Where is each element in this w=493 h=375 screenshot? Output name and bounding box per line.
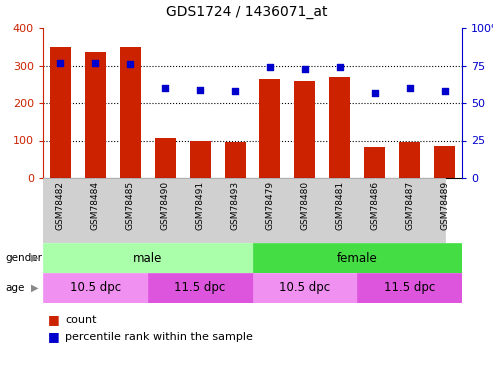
Text: ▶: ▶ <box>31 283 38 293</box>
Bar <box>252 243 462 273</box>
Point <box>406 85 414 91</box>
Point <box>126 61 134 67</box>
Text: GSM78493: GSM78493 <box>231 181 240 230</box>
Bar <box>130 178 165 243</box>
Bar <box>120 47 141 178</box>
Bar <box>155 138 176 178</box>
Bar <box>305 178 340 243</box>
Point <box>57 60 65 66</box>
Text: GSM78480: GSM78480 <box>300 181 310 230</box>
Bar <box>410 178 445 243</box>
Point <box>371 90 379 96</box>
Bar <box>259 79 281 178</box>
Bar <box>225 142 246 178</box>
Bar <box>50 47 71 178</box>
Text: GSM78482: GSM78482 <box>56 181 65 230</box>
Text: GSM78491: GSM78491 <box>196 181 205 230</box>
Text: GSM78489: GSM78489 <box>440 181 449 230</box>
Bar <box>235 178 270 243</box>
Bar <box>61 178 95 243</box>
Bar <box>399 142 420 178</box>
Bar <box>190 141 211 178</box>
Text: male: male <box>133 252 162 264</box>
Text: 10.5 dpc: 10.5 dpc <box>280 282 330 294</box>
Text: age: age <box>5 283 24 293</box>
Bar <box>95 178 130 243</box>
Point <box>336 64 344 70</box>
Point <box>301 66 309 72</box>
Text: gender: gender <box>5 253 42 263</box>
Text: ▶: ▶ <box>31 253 38 263</box>
Bar <box>43 273 148 303</box>
Bar <box>375 178 410 243</box>
Text: GSM78487: GSM78487 <box>405 181 414 230</box>
Text: 11.5 dpc: 11.5 dpc <box>175 282 226 294</box>
Text: 10.5 dpc: 10.5 dpc <box>70 282 121 294</box>
Point <box>231 88 239 94</box>
Bar <box>26 178 61 243</box>
Point <box>196 87 204 93</box>
Bar <box>434 146 455 178</box>
Text: 11.5 dpc: 11.5 dpc <box>384 282 435 294</box>
Bar <box>200 178 235 243</box>
Bar <box>148 273 252 303</box>
Bar <box>85 53 106 178</box>
Text: GDS1724 / 1436071_at: GDS1724 / 1436071_at <box>166 5 327 19</box>
Text: GSM78484: GSM78484 <box>91 181 100 230</box>
Text: ■: ■ <box>48 330 60 344</box>
Text: GSM78485: GSM78485 <box>126 181 135 230</box>
Bar <box>165 178 200 243</box>
Point <box>266 64 274 70</box>
Text: female: female <box>337 252 378 264</box>
Bar <box>364 147 385 178</box>
Text: percentile rank within the sample: percentile rank within the sample <box>65 332 253 342</box>
Bar <box>329 77 350 178</box>
Bar <box>294 81 316 178</box>
Bar <box>340 178 375 243</box>
Point <box>91 60 99 66</box>
Text: GSM78481: GSM78481 <box>335 181 344 230</box>
Point <box>161 85 169 91</box>
Bar <box>252 273 357 303</box>
Text: count: count <box>65 315 97 325</box>
Bar <box>270 178 305 243</box>
Text: GSM78479: GSM78479 <box>265 181 275 230</box>
Text: ■: ■ <box>48 314 60 327</box>
Text: GSM78486: GSM78486 <box>370 181 379 230</box>
Text: GSM78490: GSM78490 <box>161 181 170 230</box>
Point <box>441 88 449 94</box>
Bar <box>43 243 252 273</box>
Bar <box>357 273 462 303</box>
